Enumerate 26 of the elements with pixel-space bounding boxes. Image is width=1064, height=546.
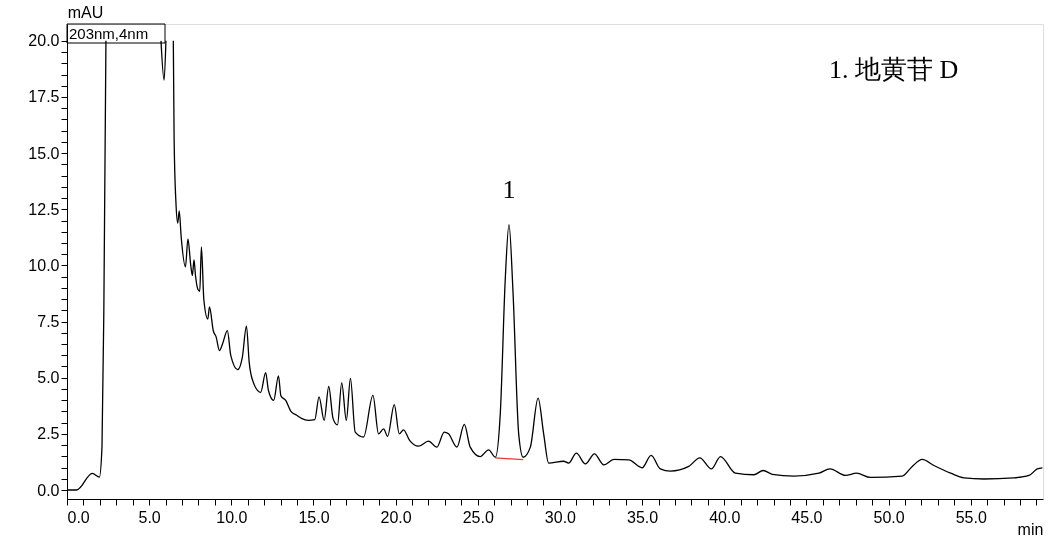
- x-tick-label: 5.0: [138, 508, 161, 526]
- x-axis-title: min: [1017, 520, 1044, 538]
- y-tick-label: 5.0: [37, 369, 60, 387]
- x-tick-label: 40.0: [709, 508, 741, 526]
- x-tick-label: 30.0: [544, 508, 577, 526]
- y-tick-label: 20.0: [28, 32, 60, 50]
- x-tick-label: 0.0: [67, 508, 90, 526]
- y-tick-label: 0.0: [37, 481, 60, 499]
- x-tick-label: 20.0: [380, 508, 412, 526]
- annotation: 203nm,4nm: [69, 25, 149, 42]
- x-tick-label: 25.0: [462, 508, 494, 526]
- x-tick-label: 45.0: [791, 508, 823, 526]
- x-tick-label: 15.0: [298, 508, 330, 526]
- y-axis-title: mAU: [67, 3, 104, 21]
- y-tick-label: 12.5: [28, 200, 60, 218]
- y-tick-label: 7.5: [37, 313, 60, 331]
- x-tick-label: 35.0: [627, 508, 659, 526]
- x-tick-label: 50.0: [873, 508, 905, 526]
- y-tick-label: 2.5: [37, 425, 60, 443]
- y-tick-label: 10.0: [28, 256, 60, 274]
- y-tick-label: 15.0: [28, 144, 60, 162]
- x-tick-label: 55.0: [955, 508, 987, 526]
- y-tick-label: 17.5: [28, 88, 60, 106]
- x-tick-label: 10.0: [216, 508, 248, 526]
- annotation: 1. 地黄苷 D: [829, 55, 959, 84]
- annotation: 1: [502, 174, 516, 204]
